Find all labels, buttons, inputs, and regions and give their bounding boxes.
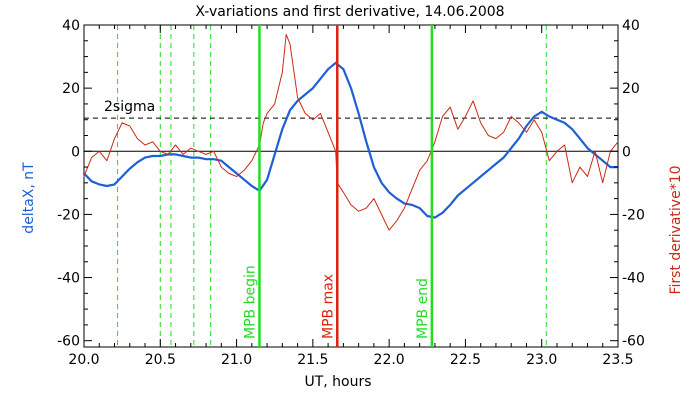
event-label-mpb-max: MPB max	[320, 274, 336, 339]
y-left-tick-label: 20	[62, 81, 80, 97]
x-tick-label: 20.0	[68, 352, 99, 368]
axes	[83, 24, 619, 348]
plot-frame	[83, 24, 619, 348]
event-label-mpb-end: MPB end	[415, 278, 431, 339]
x-axis-title: UT, hours	[304, 374, 371, 390]
event-label-mpb-begin: MPB begin	[242, 265, 258, 339]
y-left-tick-label: 0	[71, 144, 80, 160]
y-axis-left-title: deltaX, nT	[21, 162, 37, 234]
chart-title: X-variations and first derivative, 14.06…	[195, 4, 504, 20]
derivative-series-line	[83, 34, 619, 231]
y-left-tick-label: -20	[57, 207, 80, 223]
event-lines: MPB begin MPB max MPB end	[242, 25, 434, 347]
y-right-tick-label: -60	[622, 334, 645, 350]
y-right-tick-label: 20	[622, 81, 640, 97]
x-tick-label: 23.5	[602, 352, 633, 368]
y-left-tick-label: -60	[57, 334, 80, 350]
x-tick-label: 22.5	[450, 352, 481, 368]
x-tick-label: 21.0	[221, 352, 252, 368]
y-left-tick-label: -40	[57, 271, 80, 287]
y-right-tick-label: -20	[622, 207, 645, 223]
y-right-tick-label: 0	[622, 144, 631, 160]
sigma-label: 2sigma	[104, 99, 155, 115]
ticks: 20.0 20.5 21.0 21.5 22.0 22.5 23.0 23.5 40 40 20 20…	[57, 18, 645, 368]
y-right-tick-label: -40	[622, 271, 645, 287]
x-tick-label: 23.0	[526, 352, 557, 368]
deltax-series-line	[82, 61, 620, 219]
y-left-tick-label: 40	[62, 18, 80, 34]
y-right-tick-label: 40	[622, 18, 640, 34]
x-tick-label: 21.5	[297, 352, 328, 368]
x-tick-label: 22.0	[374, 352, 405, 368]
x-tick-label: 20.5	[145, 352, 176, 368]
series-lines	[82, 34, 620, 231]
y-axis-right-title: First derivative*10	[668, 165, 684, 294]
